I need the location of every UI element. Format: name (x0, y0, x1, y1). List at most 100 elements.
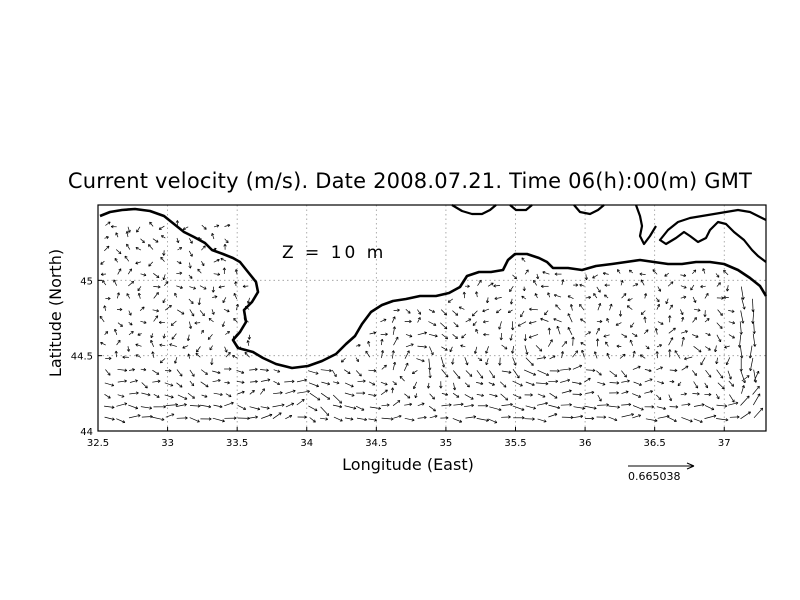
grid (98, 205, 766, 431)
velocity-arrow (453, 402, 464, 406)
velocity-arrow (725, 285, 730, 292)
velocity-arrow (656, 394, 662, 400)
x-tick-label: 34.5 (365, 438, 387, 449)
velocity-arrow (604, 283, 610, 287)
velocity-arrow (124, 255, 130, 262)
plot-frame (97, 204, 767, 432)
velocity-arrow (572, 350, 579, 358)
velocity-arrow (525, 357, 534, 366)
velocity-arrow (135, 343, 142, 347)
velocity-vectors (99, 220, 764, 424)
velocity-arrow (463, 403, 474, 408)
velocity-arrow (716, 418, 729, 422)
velocity-arrow (524, 345, 529, 355)
velocity-arrow (128, 280, 135, 287)
velocity-arrow (715, 357, 719, 365)
velocity-arrow (404, 319, 412, 324)
velocity-arrow (176, 416, 188, 420)
velocity-arrow (561, 415, 574, 420)
velocity-arrow (632, 350, 636, 358)
velocity-arrow (752, 321, 756, 334)
velocity-arrow (593, 351, 598, 359)
velocity-arrow (560, 351, 565, 359)
velocity-arrow (536, 401, 548, 406)
velocity-arrow (165, 369, 172, 373)
velocity-arrow (209, 345, 213, 351)
velocity-arrow (512, 368, 520, 379)
velocity-arrow (392, 361, 397, 371)
velocity-arrow (113, 328, 118, 336)
velocity-arrow (165, 403, 179, 407)
velocity-arrow (477, 357, 483, 362)
velocity-arrow (705, 369, 712, 378)
velocity-arrow (116, 339, 121, 346)
velocity-arrow (669, 405, 679, 409)
velocity-arrow (626, 305, 633, 310)
velocity-arrow (440, 309, 448, 316)
velocity-arrow (207, 334, 213, 340)
velocity-arrow (117, 394, 125, 398)
velocity-arrow (561, 279, 565, 286)
velocity-arrow (548, 379, 559, 383)
velocity-arrow (512, 380, 523, 387)
velocity-arrow (692, 370, 697, 376)
velocity-arrow (669, 304, 673, 310)
azov-coastline (451, 204, 657, 246)
velocity-arrow (693, 346, 702, 353)
velocity-arrow (176, 382, 183, 388)
velocity-arrow (344, 392, 355, 397)
velocity-arrow (533, 279, 537, 286)
velocity-arrow (547, 339, 553, 347)
velocity-arrow (114, 257, 118, 263)
velocity-arrow (715, 393, 720, 400)
velocity-arrow (572, 392, 583, 397)
velocity-arrow (320, 369, 332, 373)
velocity-arrow (476, 381, 484, 386)
velocity-arrow (741, 297, 746, 310)
velocity-arrow (489, 370, 495, 379)
velocity-arrow (125, 231, 129, 238)
x-tick-label: 33.5 (226, 438, 248, 449)
velocity-arrow (105, 221, 111, 226)
velocity-arrow (572, 381, 582, 386)
velocity-arrow (164, 304, 172, 311)
velocity-arrow (355, 357, 359, 363)
velocity-arrow (645, 418, 658, 423)
velocity-arrow (693, 381, 699, 389)
velocity-arrow (513, 416, 525, 420)
velocity-arrow (723, 269, 729, 276)
velocity-arrow (417, 331, 427, 336)
velocity-arrow (652, 269, 658, 275)
velocity-arrow (716, 369, 724, 379)
velocity-arrow (525, 405, 536, 410)
velocity-arrow (141, 392, 151, 397)
velocity-arrow (391, 316, 396, 323)
velocity-arrow (321, 381, 331, 386)
velocity-arrow (741, 375, 750, 382)
y-tick-label: 44.5 (71, 352, 93, 363)
velocity-arrow (524, 269, 529, 275)
velocity-arrow (617, 269, 621, 274)
velocity-arrow (140, 406, 153, 410)
velocity-arrow (201, 394, 208, 398)
velocity-arrow (429, 346, 434, 356)
velocity-arrow (560, 403, 572, 407)
velocity-arrow (176, 369, 183, 377)
velocity-arrow (332, 404, 343, 409)
velocity-arrow (616, 344, 622, 348)
velocity-arrow (249, 367, 258, 372)
velocity-arrow (602, 271, 609, 276)
velocity-arrow (512, 394, 522, 399)
velocity-arrow (536, 356, 547, 360)
velocity-arrow (680, 285, 687, 289)
velocity-arrow (692, 269, 697, 275)
velocity-arrow (201, 261, 205, 267)
velocity-arrow (542, 270, 550, 275)
velocity-arrow (633, 381, 642, 386)
velocity-arrow (150, 339, 155, 348)
velocity-arrow (525, 381, 535, 387)
velocity-arrow (753, 370, 760, 382)
velocity-arrow (621, 293, 627, 299)
velocity-arrow (521, 295, 527, 300)
velocity-arrow (596, 286, 601, 293)
